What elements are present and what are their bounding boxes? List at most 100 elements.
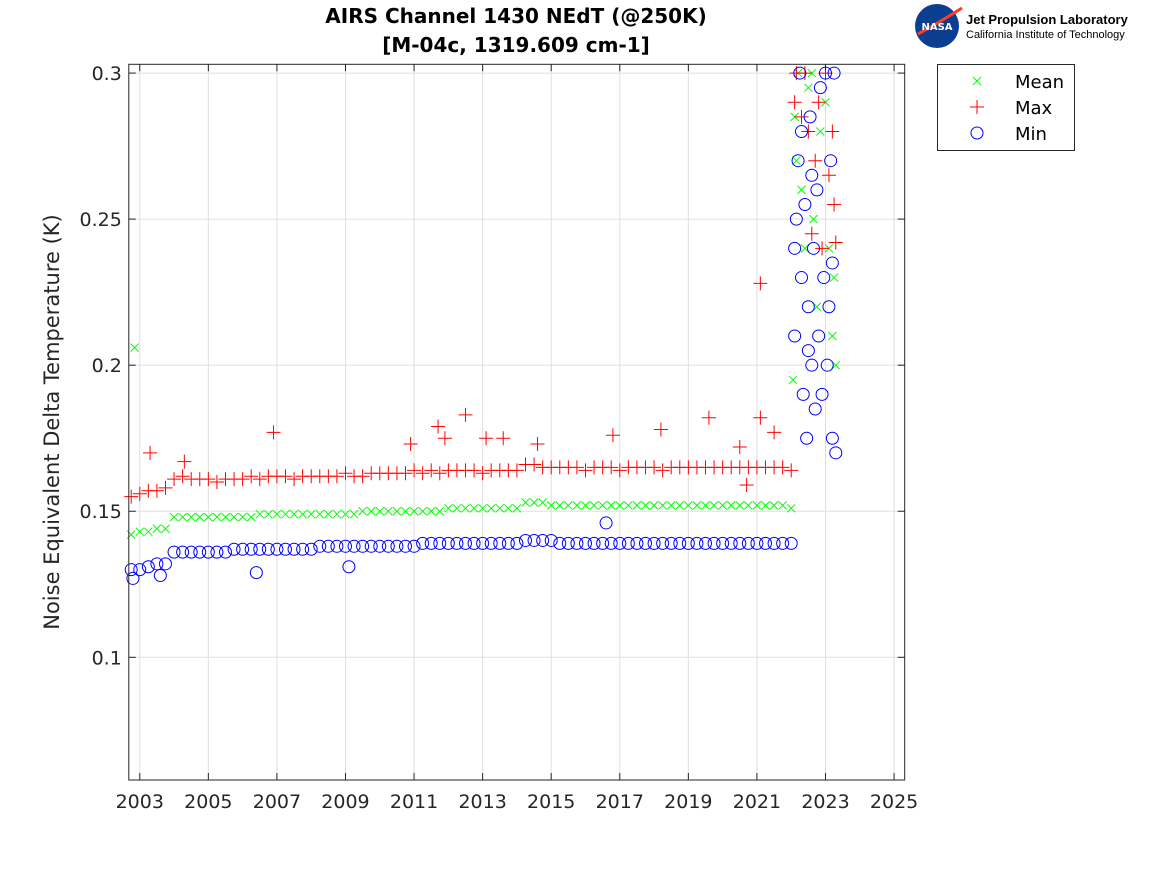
point-min xyxy=(176,545,190,559)
point-mean xyxy=(788,375,798,385)
point-max xyxy=(655,463,670,478)
point-mean xyxy=(495,503,505,513)
legend-box xyxy=(937,64,1075,151)
point-mean xyxy=(323,509,333,519)
point-min xyxy=(356,539,370,553)
point-max xyxy=(808,153,823,168)
chart-title-line-2: [M-04c, 1319.609 cm-1] xyxy=(382,33,650,57)
point-min xyxy=(244,542,258,556)
point-mean xyxy=(418,506,427,516)
point-mean xyxy=(649,501,659,510)
point-min xyxy=(788,329,802,343)
point-max xyxy=(732,439,747,454)
point-max xyxy=(415,466,430,481)
point-mean xyxy=(161,524,170,534)
point-max xyxy=(143,445,158,460)
point-min xyxy=(596,536,610,550)
point-min xyxy=(381,539,395,553)
point-mean xyxy=(804,83,813,93)
point-mean xyxy=(332,509,342,519)
point-max xyxy=(431,419,446,434)
point-mean xyxy=(289,509,299,519)
point-min xyxy=(825,256,839,270)
point-mean xyxy=(529,498,539,507)
point-min xyxy=(808,402,822,416)
point-min xyxy=(424,536,438,550)
point-min xyxy=(227,542,241,556)
point-max xyxy=(794,109,809,124)
point-mean xyxy=(186,512,196,522)
point-max xyxy=(167,472,182,487)
point-mean xyxy=(718,501,727,510)
point-max xyxy=(244,469,259,484)
point-mean xyxy=(272,509,282,519)
point-min xyxy=(638,536,652,550)
point-max xyxy=(739,477,754,492)
point-min xyxy=(536,533,550,547)
point-min xyxy=(801,300,815,314)
legend[interactable]: Mean Max Min xyxy=(937,64,1075,151)
point-min xyxy=(621,536,635,550)
legend-label-min: Min xyxy=(1015,124,1047,145)
point-mean xyxy=(828,331,837,341)
point-min xyxy=(450,536,464,550)
point-max xyxy=(801,124,816,139)
point-min xyxy=(664,536,678,550)
point-mean xyxy=(135,527,145,537)
point-min xyxy=(126,571,140,585)
point-min xyxy=(330,539,344,553)
point-min xyxy=(794,124,808,138)
point-mean xyxy=(709,501,719,510)
point-max xyxy=(612,463,627,478)
point-min xyxy=(441,536,455,550)
point-max xyxy=(407,463,422,478)
point-min xyxy=(270,542,284,556)
point-min xyxy=(793,66,807,80)
point-max xyxy=(509,463,524,478)
point-min xyxy=(698,536,712,550)
point-min xyxy=(813,81,827,95)
x-tick-label: 2013 xyxy=(458,791,506,813)
point-min xyxy=(458,536,472,550)
point-min xyxy=(153,569,167,583)
point-min xyxy=(364,539,378,553)
point-max xyxy=(797,66,812,81)
point-min xyxy=(158,557,172,571)
point-min xyxy=(750,536,764,550)
point-max xyxy=(355,469,370,484)
y-tick-label: 0.15 xyxy=(79,501,121,523)
point-mean xyxy=(203,512,213,522)
point-mean xyxy=(443,503,453,513)
point-min xyxy=(201,545,215,559)
jpl-subtitle: California Institute of Technology xyxy=(966,29,1125,41)
legend-marker-max xyxy=(970,100,984,114)
point-min xyxy=(133,563,147,577)
nasa-swoosh-icon xyxy=(917,6,963,36)
point-mean xyxy=(512,503,522,513)
x-tick-label: 2025 xyxy=(870,791,918,813)
point-min xyxy=(321,539,335,553)
point-min xyxy=(794,271,808,285)
point-max xyxy=(767,425,782,440)
point-min xyxy=(167,545,181,559)
point-min xyxy=(398,539,412,553)
axis-ticks: 2003 2005 2007 2009 2011 2013 2015 2017 2019 2021… xyxy=(79,63,918,813)
point-min xyxy=(789,212,803,226)
point-mean xyxy=(298,509,307,519)
point-max xyxy=(753,410,768,425)
point-min xyxy=(484,536,498,550)
point-mean xyxy=(786,503,796,513)
point-min xyxy=(407,539,421,553)
legend-label-max: Max xyxy=(1015,98,1053,119)
point-mean xyxy=(169,512,179,522)
point-mean xyxy=(683,501,693,510)
point-min xyxy=(304,542,318,556)
point-max xyxy=(815,241,830,256)
point-max xyxy=(124,489,139,504)
point-min xyxy=(681,536,695,550)
point-min xyxy=(296,542,310,556)
point-mean xyxy=(555,501,565,510)
point-min xyxy=(613,536,627,550)
point-min xyxy=(784,536,798,550)
point-min xyxy=(599,516,613,530)
